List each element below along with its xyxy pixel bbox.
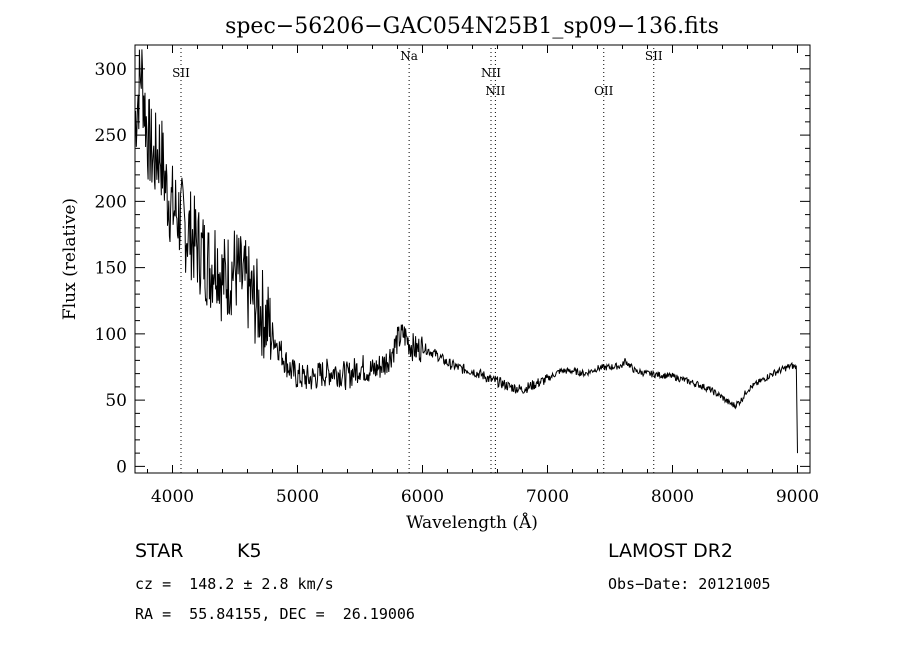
x-tick-label: 4000 <box>151 487 194 507</box>
x-axis-label: Wavelength (Å) <box>406 512 538 533</box>
y-tick-label: 150 <box>95 259 127 279</box>
y-axis: 0 50 100 150 200 250 300 <box>95 55 810 477</box>
spectral-line-label: SII <box>172 66 190 80</box>
spectral-subclass: K5 <box>237 540 262 562</box>
spectrum-series-line <box>134 49 798 454</box>
y-tick-label: 300 <box>95 60 127 80</box>
y-tick-label: 0 <box>116 457 127 477</box>
chart-title: spec−56206−GAC054N25B1_sp09−136.fits <box>225 14 719 39</box>
spectrum-chart: spec−56206−GAC054N25B1_sp09−136.fits SII… <box>60 14 819 533</box>
x-tick-label: 5000 <box>276 487 319 507</box>
redshift-text: cz = 148.2 ± 2.8 km/s <box>135 575 334 593</box>
x-tick-label: 7000 <box>526 487 569 507</box>
x-axis: 4000 5000 6000 7000 8000 9000 <box>147 45 819 507</box>
y-tick-label: 200 <box>95 192 127 212</box>
obs-date-text: Obs−Date: 20121005 <box>608 575 771 593</box>
y-tick-label: 100 <box>95 325 127 345</box>
x-tick-label: 9000 <box>776 487 819 507</box>
survey-label: LAMOST DR2 <box>608 540 733 562</box>
x-tick-label: 8000 <box>651 487 694 507</box>
y-axis-label: Flux (relative) <box>60 198 80 320</box>
coordinates-text: RA = 55.84155, DEC = 26.19006 <box>135 605 415 623</box>
object-class: STAR <box>135 540 184 562</box>
y-tick-label: 50 <box>105 391 127 411</box>
spectral-line-label: Na <box>400 49 418 63</box>
x-tick-label: 6000 <box>401 487 444 507</box>
spectral-line-markers: SII Na NII NII OII SII <box>172 48 663 473</box>
spectral-line-label: OII <box>594 84 614 98</box>
spectral-line-label: SII <box>645 49 663 63</box>
spectral-line-label: NII <box>485 84 505 98</box>
spectral-line-label: NII <box>481 66 501 80</box>
y-tick-label: 250 <box>95 126 127 146</box>
